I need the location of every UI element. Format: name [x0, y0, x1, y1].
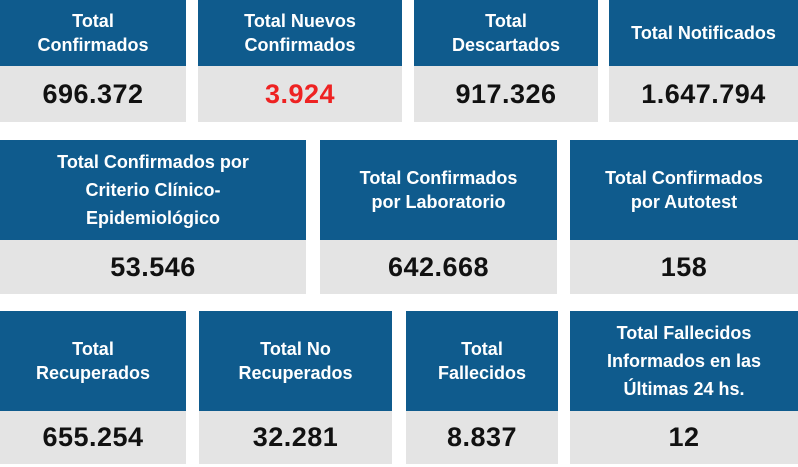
- card-confirmados-autotest: Total Confirmados por Autotest 158: [570, 140, 798, 294]
- card-total-recuperados: Total Recuperados 655.254: [0, 311, 186, 464]
- card-total-fallecidos: Total Fallecidos 8.837: [406, 311, 558, 464]
- card-total-confirmados: Total Confirmados 696.372: [0, 0, 186, 122]
- card-header: Total Confirmados por Criterio Clínico- …: [0, 140, 306, 240]
- card-value: 696.372: [0, 66, 186, 122]
- card-label-line: Total: [72, 339, 114, 359]
- card-fallecidos-ultimas-24hs: Total Fallecidos Informados en las Últim…: [570, 311, 798, 464]
- card-label-line: Fallecidos: [437, 363, 527, 383]
- card-value: 1.647.794: [609, 66, 798, 122]
- card-label-line: Últimas 24 hs.: [623, 379, 745, 399]
- card-label-line: Recuperados: [238, 363, 353, 383]
- card-label-line: Total Nuevos: [244, 11, 356, 31]
- card-header: Total Fallecidos Informados en las Últim…: [570, 311, 798, 411]
- card-total-notificados: Total Notificados 1.647.794: [609, 0, 798, 122]
- card-label-line: por Autotest: [630, 192, 738, 212]
- card-total-descartados: Total Descartados 917.326: [414, 0, 598, 122]
- card-header: Total Confirmados: [0, 0, 186, 66]
- card-label-line: Total Confirmados: [359, 168, 518, 188]
- card-confirmados-laboratorio: Total Confirmados por Laboratorio 642.66…: [320, 140, 557, 294]
- card-value: 53.546: [0, 240, 306, 294]
- card-value: 32.281: [199, 411, 392, 464]
- card-value: 655.254: [0, 411, 186, 464]
- card-label-line: Criterio Clínico-: [85, 180, 221, 200]
- card-header: Total Nuevos Confirmados: [198, 0, 402, 66]
- card-label-line: Total Confirmados: [605, 168, 763, 188]
- card-value: 158: [570, 240, 798, 294]
- card-value: 8.837: [406, 411, 558, 464]
- card-label-line: Informados en las: [606, 351, 762, 371]
- card-header: Total Notificados: [609, 0, 798, 66]
- card-total-nuevos-confirmados: Total Nuevos Confirmados 3.924: [198, 0, 402, 122]
- card-label-line: Total No: [260, 339, 331, 359]
- card-header: Total Descartados: [414, 0, 598, 66]
- card-header: Total Confirmados por Laboratorio: [320, 140, 557, 240]
- card-header: Total No Recuperados: [199, 311, 392, 411]
- card-label-line: Total: [461, 339, 503, 359]
- card-label-line: Descartados: [451, 35, 561, 55]
- card-value: 12: [570, 411, 798, 464]
- card-header: Total Confirmados por Autotest: [570, 140, 798, 240]
- card-label-line: por Laboratorio: [371, 192, 506, 212]
- card-label-line: Recuperados: [35, 363, 151, 383]
- card-value: 917.326: [414, 66, 598, 122]
- card-label-line: Epidemiológico: [85, 208, 220, 228]
- card-label-line: Confirmados: [37, 35, 149, 55]
- card-value: 3.924: [198, 66, 402, 122]
- card-label-line: Total Fallecidos: [616, 323, 752, 343]
- card-total-no-recuperados: Total No Recuperados 32.281: [199, 311, 392, 464]
- card-header: Total Fallecidos: [406, 311, 558, 411]
- card-label-line: Confirmados: [244, 35, 356, 55]
- card-value: 642.668: [320, 240, 557, 294]
- card-label-line: Total Notificados: [631, 23, 776, 43]
- card-label-line: Total Confirmados por: [57, 152, 249, 172]
- card-confirmados-criterio-clinico: Total Confirmados por Criterio Clínico- …: [0, 140, 306, 294]
- card-header: Total Recuperados: [0, 311, 186, 411]
- card-label-line: Total: [72, 11, 114, 31]
- card-label-line: Total: [485, 11, 527, 31]
